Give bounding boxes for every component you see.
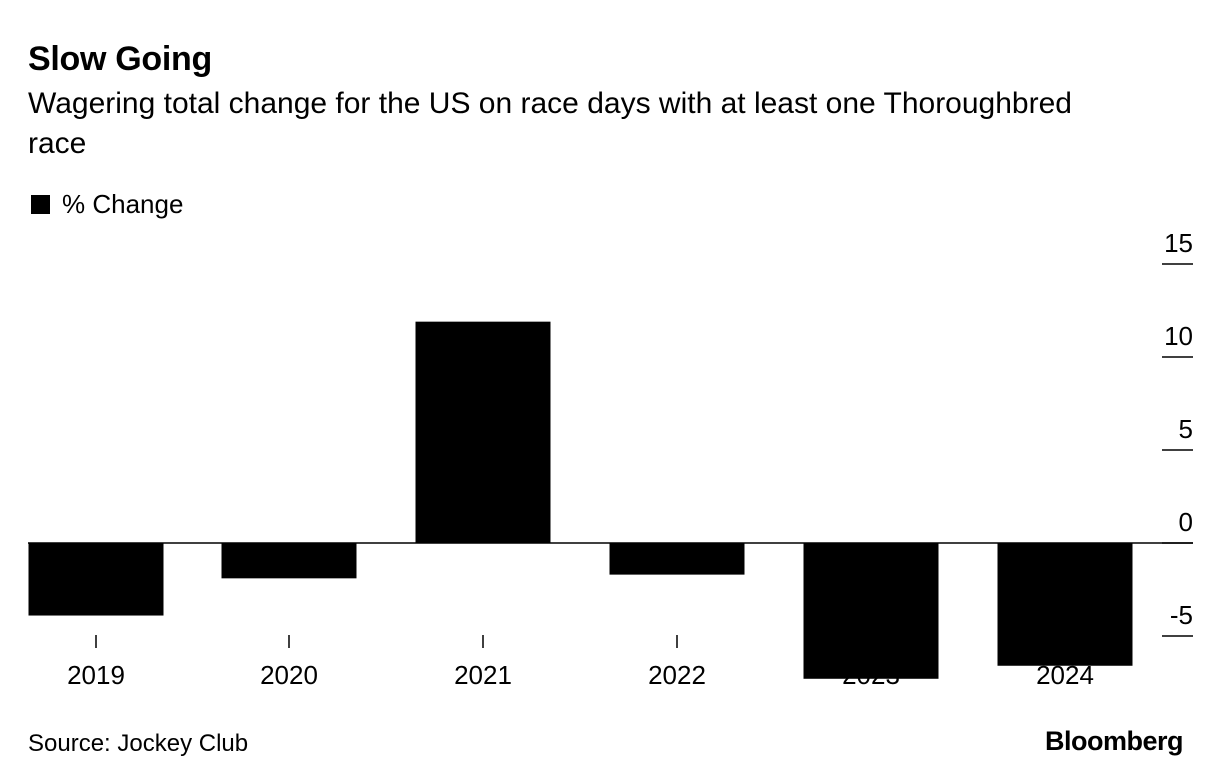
y-tick-label: 0 (1179, 507, 1193, 537)
bar (803, 543, 939, 679)
legend-swatch (31, 195, 50, 214)
x-tick-label: 2021 (454, 660, 512, 690)
y-tick-label: 15 (1164, 228, 1193, 258)
chart-subtitle: Wagering total change for the US on race… (28, 87, 1072, 160)
source-note: Source: Jockey Club (28, 730, 249, 757)
x-tick-label: 2022 (648, 660, 706, 690)
x-tick-label: 2019 (67, 660, 125, 690)
y-tick-label: -5 (1170, 600, 1193, 630)
bar (28, 543, 164, 616)
legend: % Change (31, 189, 183, 220)
x-tick-label: 2020 (260, 660, 318, 690)
y-tick-label: 5 (1179, 414, 1193, 444)
bar (609, 543, 745, 575)
chart-title: Slow Going (28, 40, 212, 78)
x-tick-label: 2024 (1036, 660, 1094, 690)
bar (415, 321, 551, 543)
legend-label: % Change (62, 189, 184, 219)
bar (221, 543, 357, 579)
y-tick-label: 10 (1164, 321, 1193, 351)
x-tick-label: 2023 (842, 660, 900, 690)
bloomberg-logo: Bloomberg (1044, 726, 1184, 756)
